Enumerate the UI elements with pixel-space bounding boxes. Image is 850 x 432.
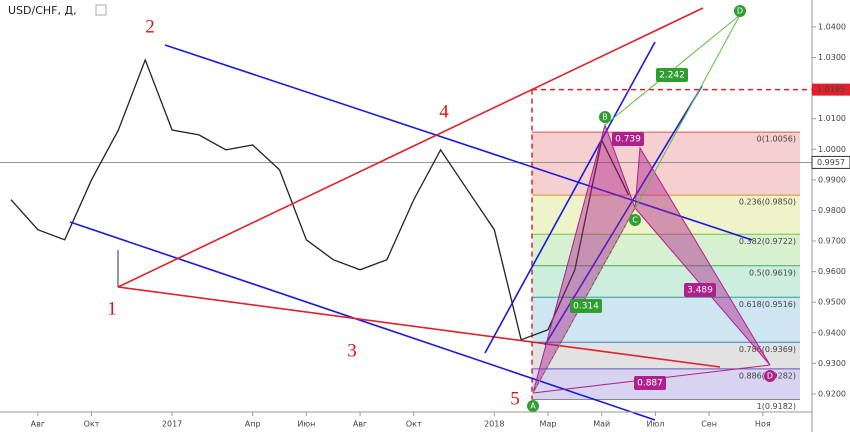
y-tick-label: 0.9600 (818, 267, 846, 276)
y-tick-label: 1.0000 (818, 145, 846, 154)
x-tick-label: Апр (245, 420, 261, 429)
harmonic-pattern (532, 14, 771, 394)
fib-label: 0.382(0.9722) (739, 237, 796, 246)
target-label: 1.0195 (817, 85, 845, 94)
pattern-ratio: 2.242 (659, 71, 685, 81)
settings-icon[interactable] (95, 4, 107, 16)
x-tick-label: 2018 (484, 420, 504, 429)
trend-line (69, 221, 656, 421)
x-tick-label: Окт (406, 420, 422, 429)
price-layer (0, 58, 812, 400)
pattern-point: D (767, 372, 773, 381)
pattern-point-marker (527, 400, 539, 412)
x-tick-label: Сен (701, 420, 717, 429)
y-tick-label: 0.9300 (818, 359, 846, 368)
trend-lines (69, 7, 753, 421)
x-tick-label: Мар (540, 420, 557, 429)
target-tag (812, 83, 850, 96)
y-tick-label: 0.9500 (818, 298, 846, 307)
fib-band (532, 195, 800, 235)
x-tick-label: Авг (353, 420, 367, 429)
x-tick-label: Окт (84, 420, 100, 429)
wave-label: 5 (510, 388, 520, 409)
pattern-point: C (632, 216, 638, 225)
pattern-ratio: 0.739 (615, 135, 641, 145)
ratio-box (684, 283, 716, 297)
pattern-point: D (737, 7, 743, 16)
current-price-tag (811, 155, 850, 169)
x-tick-label: Авг (31, 420, 45, 429)
pattern-point-marker (764, 370, 776, 382)
y-tick-label: 0.9400 (818, 328, 846, 337)
wave-label: 1 (107, 298, 117, 319)
y-tick-label: 0.9800 (818, 206, 846, 215)
trend-line (117, 286, 721, 368)
pattern-point: A (530, 402, 536, 411)
pattern-line (532, 207, 636, 394)
trend-line (117, 7, 704, 288)
trend-line (164, 44, 753, 241)
ratio-box (570, 299, 602, 313)
wave-label: 4 (439, 101, 449, 122)
pattern-point-marker (599, 111, 611, 123)
x-tick-label: Июл (646, 420, 664, 429)
fib-label: 1(0.9182) (757, 402, 796, 411)
price-line (10, 58, 630, 341)
fib-label: 0.786(0.9369) (739, 345, 796, 354)
labels: 1 2 3 4 5 A B C D D 2.242 0.739 0.314 3.489 0.887 (107, 5, 776, 412)
current-price-label: 0.9957 (817, 158, 845, 167)
y-tick-label: 0.9900 (818, 175, 846, 184)
pattern-line (634, 14, 741, 209)
pattern-ratio: 3.489 (687, 286, 713, 296)
y-tick-label: 0.9200 (818, 389, 846, 398)
fib-label: 0.236(0.9850) (739, 198, 796, 207)
x-tick-label: Ноя (755, 420, 771, 429)
fib-label: 0(1.0056) (757, 135, 796, 144)
pattern-point-marker (734, 5, 746, 17)
ratio-box (612, 132, 644, 146)
x-tick-label: 2017 (162, 420, 182, 429)
y-tick-label: 1.0300 (818, 53, 846, 62)
fib-label: 0.5(0.9619) (749, 268, 796, 277)
pattern-ratio: 0.887 (637, 379, 663, 389)
trend-line (484, 41, 656, 354)
pattern-point: B (602, 113, 608, 122)
wave-label: 2 (145, 16, 155, 37)
y-tick-label: 0.9700 (818, 237, 846, 246)
fib-label: 0.618(0.9516) (739, 300, 796, 309)
x-tick-label: Май (593, 420, 610, 429)
y-tick-label: 1.0400 (818, 22, 846, 31)
y-tick-label: 1.0100 (818, 114, 846, 123)
ratio-box (656, 68, 688, 82)
header-bg (0, 0, 110, 20)
pattern-point-marker (629, 214, 641, 226)
chart-title: USD/CHF, Д, (8, 4, 77, 17)
ratio-box (634, 376, 666, 390)
pattern-ratio: 0.314 (573, 302, 599, 312)
x-tick-label: Июн (297, 420, 315, 429)
fib-band (532, 342, 800, 369)
wave-label: 3 (347, 340, 357, 361)
